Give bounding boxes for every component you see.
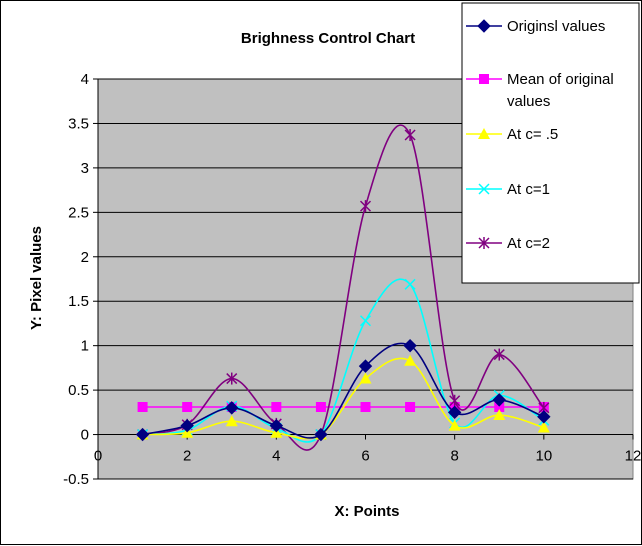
data-point xyxy=(404,129,416,141)
legend-item-3: At c=1 xyxy=(466,181,550,198)
legend-label: Originsl values xyxy=(507,18,605,35)
legend-item-2: At c= .5 xyxy=(466,126,558,143)
legend-item-0: Originsl values xyxy=(466,18,605,35)
data-point xyxy=(404,278,416,290)
legend-label: Mean of original values xyxy=(507,71,614,110)
y-tick-label: 3.5 xyxy=(68,115,89,132)
x-tick-label: 6 xyxy=(361,448,369,465)
data-point xyxy=(271,402,282,412)
legend-label: At c=1 xyxy=(507,181,550,198)
legend-marker xyxy=(479,74,489,84)
data-point xyxy=(449,394,461,407)
y-tick-label: 1 xyxy=(81,338,89,355)
data-point xyxy=(180,418,194,433)
data-point xyxy=(359,315,372,327)
legend-marker xyxy=(478,183,490,195)
data-point xyxy=(494,402,505,412)
data-point xyxy=(403,338,417,353)
axes: -0.5 0 0.5 1 1.5 2 2.5 3 3.5 4 0 2 4 6 8 10 12 xyxy=(63,71,641,488)
data-point xyxy=(226,372,238,385)
y-tick-label: 3 xyxy=(81,160,89,177)
data-point xyxy=(314,427,328,442)
legend-marker xyxy=(478,128,490,139)
y-tick-label: -0.5 xyxy=(63,471,89,488)
data-point xyxy=(269,418,284,433)
x-tick-label: 0 xyxy=(94,448,102,465)
x-tick-label: 4 xyxy=(272,448,280,465)
legend-box xyxy=(461,2,640,284)
data-point xyxy=(448,419,461,431)
y-tick-label: 0 xyxy=(81,427,89,444)
x-tick-label: 10 xyxy=(535,448,552,465)
data-point xyxy=(405,402,416,412)
data-point xyxy=(360,402,371,412)
y-tick-label: 2 xyxy=(81,249,89,266)
data-point xyxy=(182,402,193,412)
x-tick-label: 8 xyxy=(450,448,458,465)
marker-stroke xyxy=(478,183,490,195)
y-tick-label: 1.5 xyxy=(68,293,89,310)
legend-label: At c= .5 xyxy=(507,126,558,143)
data-point xyxy=(225,401,239,415)
chart-title: Brighness Control Chart xyxy=(241,30,415,47)
data-point xyxy=(225,415,238,427)
data-point xyxy=(135,427,150,442)
legend-item-4: At c=2 xyxy=(466,235,550,252)
x-axis-title: X: Points xyxy=(334,503,399,520)
data-point xyxy=(359,200,372,213)
marker-stroke xyxy=(404,278,416,290)
legend-item-1: Mean of original values xyxy=(466,71,614,110)
legend: Originsl values Mean of original values At … xyxy=(461,2,640,284)
data-point xyxy=(493,409,506,420)
series-line xyxy=(142,342,545,439)
y-tick-label: 0.5 xyxy=(68,382,89,399)
data-point xyxy=(492,393,506,407)
marker-stroke xyxy=(359,315,372,327)
data-point xyxy=(137,402,148,412)
series-0 xyxy=(135,338,551,442)
legend-label: At c=2 xyxy=(507,235,550,252)
data-point xyxy=(404,354,417,366)
data-point xyxy=(358,359,373,373)
x-tick-label: 2 xyxy=(183,448,191,465)
data-point xyxy=(315,402,326,412)
data-point xyxy=(493,348,505,361)
x-tick-label: 12 xyxy=(625,448,642,465)
y-tick-label: 4 xyxy=(81,71,89,88)
data-point xyxy=(537,410,551,424)
y-tick-label: 2.5 xyxy=(68,204,89,221)
y-axis-title: Y: Pixel values xyxy=(28,226,45,330)
data-point xyxy=(537,421,550,433)
data-point xyxy=(447,405,462,420)
legend-marker xyxy=(478,237,490,249)
series-group xyxy=(135,124,551,451)
series-4 xyxy=(137,124,550,451)
series-line xyxy=(142,357,545,440)
data-point xyxy=(359,372,372,384)
legend-marker xyxy=(477,19,491,33)
